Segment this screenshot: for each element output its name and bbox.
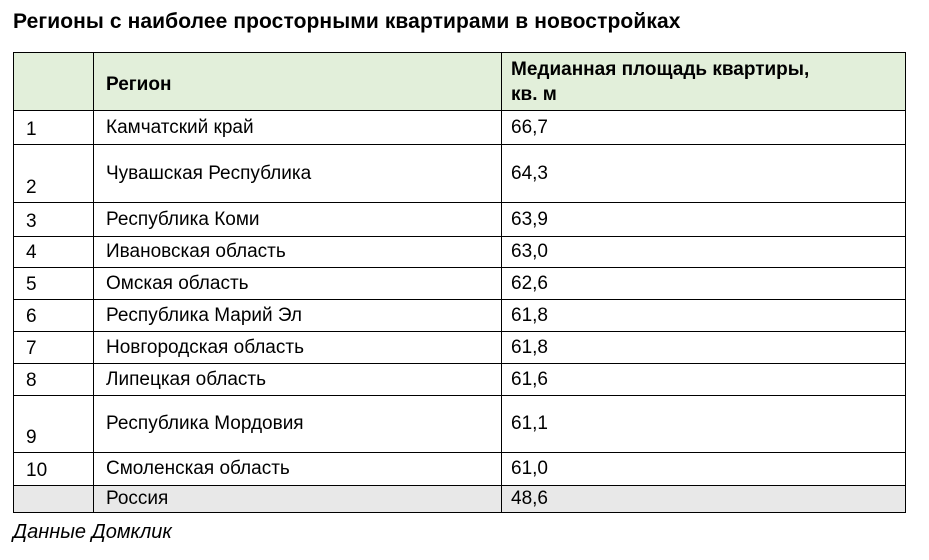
region-cell: Новгородская область xyxy=(93,331,502,364)
region-cell: Республика Марий Эл xyxy=(93,299,502,332)
table-row: 6 Республика Марий Эл 61,8 xyxy=(13,299,906,332)
value-cell: 61,1 xyxy=(501,395,906,453)
region-cell: Чувашская Республика xyxy=(93,144,502,203)
table-row: 1 Камчатский край 66,7 xyxy=(13,110,906,145)
table-row: Россия 48,6 xyxy=(13,485,906,513)
table-row: 2 Чувашская Республика 64,3 xyxy=(13,144,906,203)
header-region-cell: Регион xyxy=(93,52,502,111)
rank-cell: 1 xyxy=(13,110,94,145)
table-header: Регион Медианная площадь квартиры, кв. м xyxy=(13,52,906,111)
table-body: 1 Камчатский край 66,7 2 Чувашская Респу… xyxy=(13,110,906,513)
table-row: 5 Омская область 62,6 xyxy=(13,267,906,300)
rank-cell: 6 xyxy=(13,299,94,332)
table-row: 10 Смоленская область 61,0 xyxy=(13,452,906,486)
header-value-cell: Медианная площадь квартиры, кв. м xyxy=(501,52,906,111)
table-row: 9 Республика Мордовия 61,1 xyxy=(13,395,906,453)
rank-cell: 9 xyxy=(13,395,94,453)
region-cell: Республика Коми xyxy=(93,202,502,237)
rank-cell: 2 xyxy=(13,144,94,203)
header-value-line2: кв. м xyxy=(511,83,557,105)
value-cell: 48,6 xyxy=(501,485,906,513)
rank-cell: 4 xyxy=(13,236,94,268)
value-cell: 61,8 xyxy=(501,331,906,364)
source-note: Данные Домклик xyxy=(13,521,172,543)
rank-cell: 10 xyxy=(13,452,94,486)
region-cell: Омская область xyxy=(93,267,502,300)
region-cell: Республика Мордовия xyxy=(93,395,502,453)
table-row: 8 Липецкая область 61,6 xyxy=(13,363,906,396)
table-row: 3 Республика Коми 63,9 xyxy=(13,202,906,237)
header-value-line1: Медианная площадь квартиры, xyxy=(511,58,810,80)
rank-cell: 3 xyxy=(13,202,94,237)
table-row: 4 Ивановская область 63,0 xyxy=(13,236,906,268)
table-row: 7 Новгородская область 61,8 xyxy=(13,331,906,364)
value-cell: 61,8 xyxy=(501,299,906,332)
header-rank-cell xyxy=(13,52,94,111)
rank-cell: 8 xyxy=(13,363,94,396)
region-cell: Ивановская область xyxy=(93,236,502,268)
region-cell: Россия xyxy=(93,485,502,513)
rank-cell: 5 xyxy=(13,267,94,300)
rank-cell: 7 xyxy=(13,331,94,364)
value-cell: 62,6 xyxy=(501,267,906,300)
regions-table: Регион Медианная площадь квартиры, кв. м… xyxy=(13,52,906,513)
region-cell: Камчатский край xyxy=(93,110,502,145)
page: Регионы с наиболее просторными квартирам… xyxy=(13,10,906,543)
header-row: Регион Медианная площадь квартиры, кв. м xyxy=(13,52,906,111)
region-cell: Смоленская область xyxy=(93,452,502,486)
value-cell: 64,3 xyxy=(501,144,906,203)
value-cell: 63,0 xyxy=(501,236,906,268)
value-cell: 63,9 xyxy=(501,202,906,237)
value-cell: 66,7 xyxy=(501,110,906,145)
page-title: Регионы с наиболее просторными квартирам… xyxy=(13,10,681,33)
rank-cell xyxy=(13,485,94,513)
value-cell: 61,0 xyxy=(501,452,906,486)
region-cell: Липецкая область xyxy=(93,363,502,396)
value-cell: 61,6 xyxy=(501,363,906,396)
